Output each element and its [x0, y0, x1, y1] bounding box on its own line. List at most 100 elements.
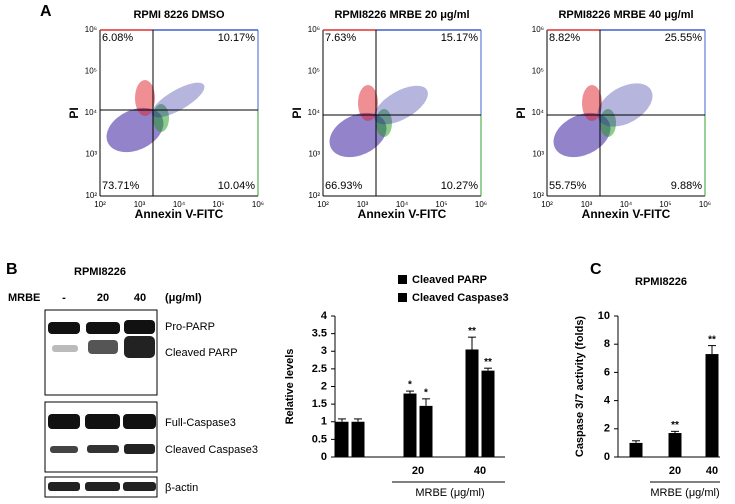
- y-tick-label: 4: [321, 310, 328, 322]
- x-axis-label: Annexin V-FITC: [582, 207, 671, 221]
- y-tick-label: 4: [604, 395, 611, 407]
- cell-cloud: [376, 109, 392, 137]
- dose-label: -: [62, 292, 66, 304]
- y-tick-label: 10²: [532, 191, 544, 200]
- bar: [481, 370, 495, 457]
- legend-swatch: [398, 293, 407, 302]
- y-tick-label: 0: [604, 451, 610, 463]
- bar: [465, 349, 479, 457]
- y-tick-label: 10⁶: [85, 25, 97, 34]
- x-tick-label: 10⁶: [699, 200, 711, 209]
- y-tick-label: 10⁵: [532, 67, 544, 76]
- y-axis-label: PI: [67, 107, 81, 118]
- panel-label: A: [40, 3, 52, 20]
- x-tick-label: 10⁴: [396, 200, 409, 209]
- cell-cloud: [153, 104, 169, 132]
- bar: [335, 421, 349, 457]
- y-tick-label: 10⁵: [85, 67, 97, 76]
- y-tick-label: 2: [321, 380, 327, 392]
- y-tick-label: 10⁶: [308, 25, 320, 34]
- bar: [419, 405, 433, 457]
- band-label: Cleaved PARP: [165, 347, 238, 359]
- legend-swatch: [398, 275, 407, 284]
- quadrant-label: 10.17%: [218, 32, 256, 44]
- x-axis-label: Annexin V-FITC: [358, 207, 447, 221]
- y-tick-label: 8: [604, 338, 610, 350]
- quadrant-label: 15.17%: [441, 32, 479, 44]
- y-tick-label: 10⁴: [532, 108, 545, 117]
- quadrant-label: 73.71%: [102, 180, 140, 192]
- y-tick-label: 10³: [85, 150, 97, 159]
- panel-label: C: [590, 261, 602, 278]
- dose-label: 20: [97, 292, 109, 304]
- x-tick-label: 10⁵: [435, 200, 447, 209]
- bar: [403, 393, 417, 457]
- x-tick-label: 10⁴: [620, 200, 633, 209]
- x-tick-label: 10²: [94, 200, 106, 209]
- y-tick-label: 6: [604, 366, 610, 378]
- band-label: Cleaved Caspase3: [165, 444, 258, 456]
- y-tick-label: 10³: [532, 150, 544, 159]
- x-tick-label: 10⁶: [475, 200, 487, 209]
- quadrant-label: 25.55%: [665, 32, 703, 44]
- quadrant-label: 9.88%: [671, 180, 702, 192]
- y-tick-label: 10⁵: [308, 67, 320, 76]
- y-tick-label: 2: [604, 423, 610, 435]
- significance: **: [671, 420, 679, 431]
- quadrant-label: 10.27%: [441, 180, 479, 192]
- quadrant-label: 10.04%: [218, 180, 256, 192]
- band-label: β-actin: [165, 482, 198, 494]
- blot-title: RPMI8226: [74, 266, 126, 278]
- x-tick-label: 20: [669, 465, 681, 477]
- y-tick-label: 10³: [308, 150, 320, 159]
- x-tick-label: 10³: [581, 200, 593, 209]
- unit-label: (μg/ml): [165, 292, 202, 304]
- panel-label: B: [6, 261, 18, 278]
- x-tick-label: 20: [412, 465, 424, 477]
- x-tick-label: 10²: [541, 200, 553, 209]
- x-tick-label: 10²: [317, 200, 329, 209]
- quadrant-label: 66.93%: [325, 180, 363, 192]
- quadrant-label: 8.82%: [549, 32, 580, 44]
- y-tick-label: 3.5: [312, 328, 327, 340]
- quadrant-label: 55.75%: [549, 180, 587, 192]
- y-tick-label: 0.5: [312, 433, 327, 445]
- bar: [668, 433, 682, 457]
- plot-title: RPMI8226 MRBE 20 μg/ml: [334, 9, 469, 21]
- legend-label: Cleaved PARP: [412, 274, 487, 286]
- y-axis-label: PI: [514, 107, 528, 118]
- cell-cloud: [582, 85, 602, 121]
- y-axis-label: Caspase 3/7 activity (folds): [574, 316, 586, 458]
- dose-label: 40: [134, 292, 146, 304]
- chart-title: RPMI8226: [635, 276, 687, 288]
- y-tick-label: 10²: [308, 191, 320, 200]
- quadrant-label: 6.08%: [102, 32, 133, 44]
- bar: [705, 354, 719, 457]
- x-tick-label: 10⁶: [252, 200, 264, 209]
- significance: *: [424, 387, 428, 398]
- y-tick-label: 10⁴: [85, 108, 98, 117]
- x-tick-label: 10⁴: [173, 200, 186, 209]
- y-tick-label: 10⁴: [308, 108, 321, 117]
- cell-cloud: [553, 112, 611, 158]
- y-axis-label: Relative levels: [284, 349, 296, 425]
- cell-cloud: [600, 109, 616, 137]
- y-axis-label: PI: [290, 107, 304, 118]
- significance: **: [484, 357, 492, 368]
- y-tick-label: 1: [321, 416, 327, 428]
- legend-label: Cleaved Caspase3: [412, 292, 509, 304]
- x-tick-label: 10³: [134, 200, 146, 209]
- plot-title: RPMI 8226 DMSO: [133, 9, 225, 21]
- treatment-label: MRBE: [8, 292, 40, 304]
- plot-title: RPMI8226 MRBE 40 μg/ml: [558, 9, 693, 21]
- bar: [629, 442, 643, 457]
- x-axis-label: MRBE (μg/ml): [650, 487, 719, 499]
- blot-images: [44, 309, 158, 498]
- y-tick-label: 1.5: [312, 398, 327, 410]
- y-tick-label: 10⁶: [532, 25, 544, 34]
- x-tick-label: 40: [474, 465, 486, 477]
- y-tick-label: 0: [321, 451, 327, 463]
- x-tick-label: 10⁵: [212, 200, 224, 209]
- cell-cloud: [597, 83, 653, 127]
